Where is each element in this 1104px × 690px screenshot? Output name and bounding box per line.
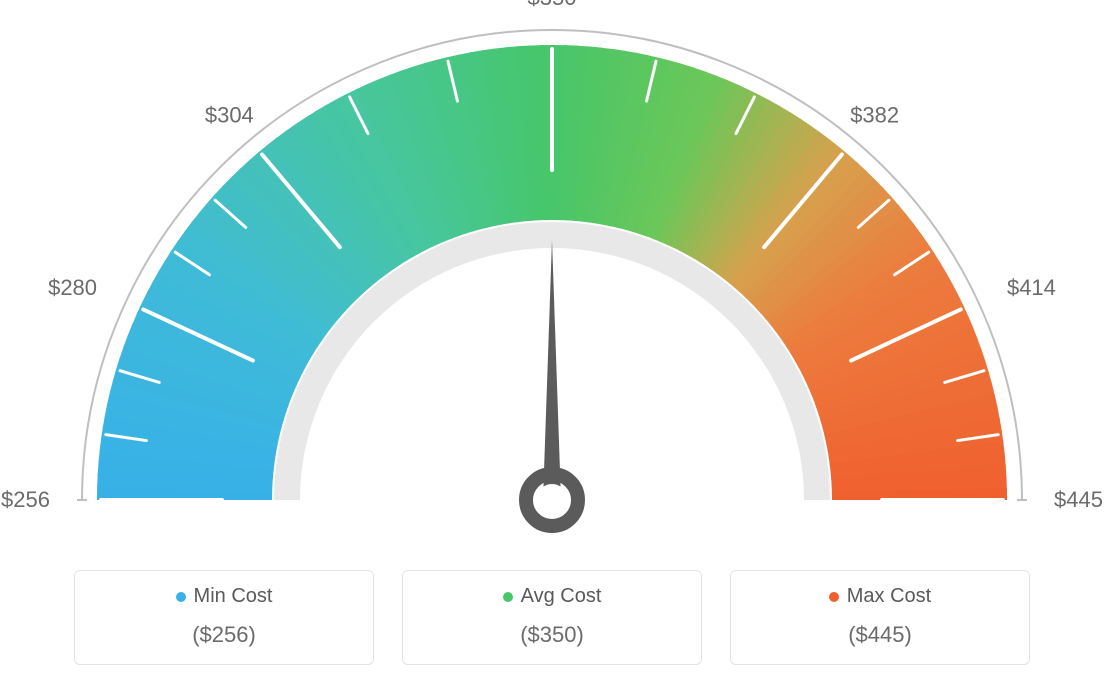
legend-label-avg: Avg Cost — [503, 585, 602, 608]
legend-label-max: Max Cost — [829, 585, 931, 608]
legend-box-min: Min Cost ($256) — [74, 570, 374, 665]
tick-label: $382 — [850, 102, 899, 127]
legend-value-max: ($445) — [741, 622, 1019, 648]
tick-label: $304 — [205, 102, 254, 127]
gauge-needle — [543, 240, 561, 500]
tick-label: $414 — [1007, 275, 1056, 300]
legend-value-avg: ($350) — [413, 622, 691, 648]
gauge-needle-hub-inner — [536, 484, 568, 516]
legend-value-min: ($256) — [85, 622, 363, 648]
legend-dot-avg — [503, 592, 513, 602]
legend-row: Min Cost ($256) Avg Cost ($350) Max Cost… — [0, 570, 1104, 665]
legend-label-min: Min Cost — [176, 585, 273, 608]
legend-label-min-text: Min Cost — [194, 585, 273, 608]
legend-dot-min — [176, 592, 186, 602]
legend-box-max: Max Cost ($445) — [730, 570, 1030, 665]
tick-label: $350 — [528, 0, 577, 10]
legend-label-avg-text: Avg Cost — [521, 585, 602, 608]
legend-box-avg: Avg Cost ($350) — [402, 570, 702, 665]
gauge-svg: $256 $280 $304 $350 $382 $414 $445 — [0, 0, 1104, 560]
legend-dot-max — [829, 592, 839, 602]
tick-label: $280 — [48, 275, 97, 300]
legend-label-max-text: Max Cost — [847, 585, 931, 608]
gauge-chart: $256 $280 $304 $350 $382 $414 $445 — [0, 0, 1104, 560]
tick-label: $256 — [1, 487, 50, 512]
tick-label: $445 — [1054, 487, 1103, 512]
